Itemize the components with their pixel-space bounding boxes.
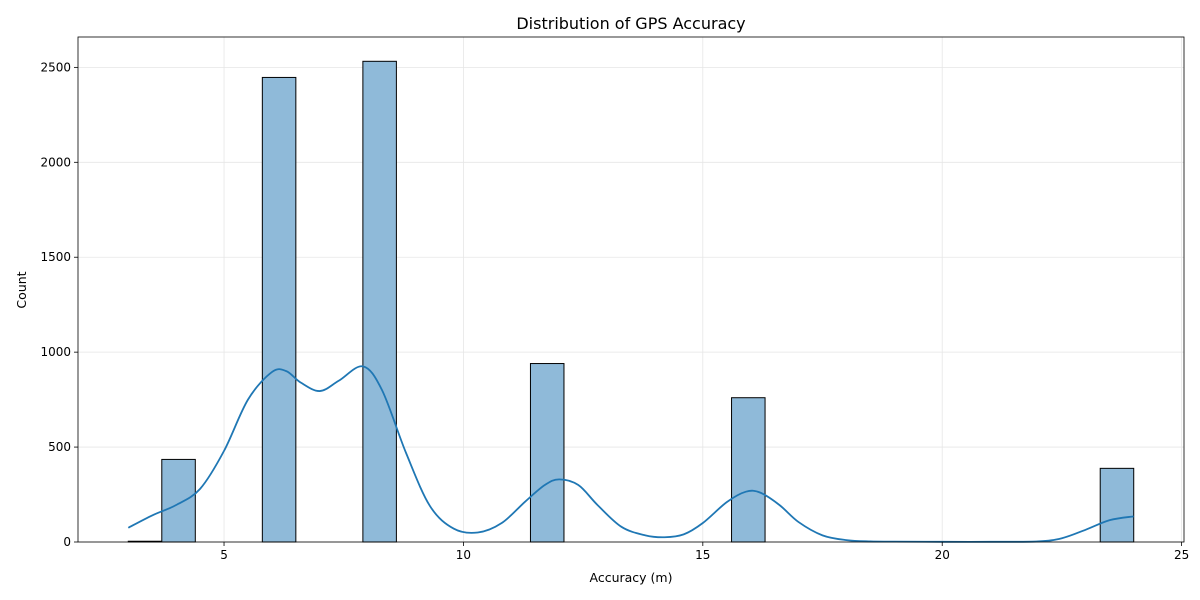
histogram-bar-3 — [362, 60, 397, 543]
bars — [127, 60, 1135, 543]
histogram-bar-2 — [261, 76, 297, 543]
x-tick-label-0: 5 — [220, 548, 228, 562]
y-axis-ticks: 0 500 1000 1500 2000 2500 — [40, 60, 78, 549]
histogram-bar-1 — [161, 458, 196, 543]
y-tick-label-3: 1500 — [40, 250, 71, 264]
histogram-bar-4 — [529, 363, 565, 543]
y-tick-label-2: 1000 — [40, 345, 71, 359]
chart-title: Distribution of GPS Accuracy — [516, 14, 745, 33]
x-axis-ticks: 5 10 15 20 25 — [220, 542, 1189, 562]
histogram-bar-5 — [731, 397, 766, 543]
y-tick-label-0: 0 — [63, 535, 71, 549]
x-tick-label-2: 15 — [695, 548, 710, 562]
plot-frame — [77, 36, 1185, 543]
x-axis-label: Accuracy (m) — [590, 570, 673, 585]
y-axis-label: Count — [14, 271, 29, 308]
histogram-bar-6 — [1099, 467, 1135, 543]
x-tick-label-1: 10 — [456, 548, 471, 562]
x-tick-label-4: 25 — [1174, 548, 1189, 562]
grid — [78, 37, 1184, 543]
y-tick-label-1: 500 — [48, 440, 71, 454]
y-tick-label-5: 2500 — [40, 60, 71, 74]
x-tick-label-3: 20 — [935, 548, 950, 562]
y-tick-label-4: 2000 — [40, 155, 71, 169]
